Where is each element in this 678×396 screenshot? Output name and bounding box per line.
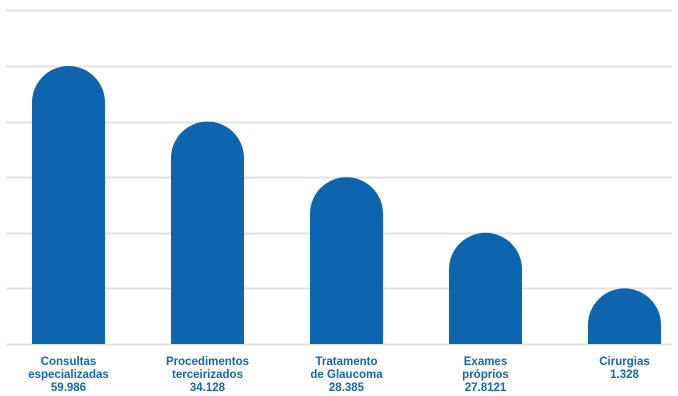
category-label-line: terceirizados bbox=[172, 369, 243, 381]
bar bbox=[588, 288, 661, 344]
bar bbox=[449, 232, 522, 344]
category-label-line: Consultas bbox=[40, 356, 97, 368]
category-label: Cirurgias 1.328 bbox=[565, 356, 678, 382]
category-label-line: Exames bbox=[463, 356, 508, 368]
bar-value-label: 27.8121 bbox=[464, 382, 507, 394]
category-label-line: especializadas bbox=[28, 369, 109, 381]
category-label-line: próprios bbox=[462, 369, 509, 381]
category-label-line: Cirurgias bbox=[599, 356, 650, 368]
category-label-line: Procedimentos bbox=[165, 356, 250, 368]
category-label: Procedimentos terceirizados 34.128 bbox=[148, 356, 268, 395]
category-label-line: de Glaucoma bbox=[310, 369, 383, 381]
bar-value-label: 34.128 bbox=[189, 382, 226, 394]
bar bbox=[171, 121, 244, 345]
category-label: Exames próprios 27.8121 bbox=[426, 356, 546, 395]
bar-value-label: 59.986 bbox=[50, 382, 87, 394]
bar-value-label: 1.328 bbox=[610, 369, 639, 381]
bar-value-label: 28.385 bbox=[328, 382, 365, 394]
bar bbox=[32, 66, 105, 344]
bars bbox=[32, 66, 661, 345]
category-label: Consultas especializadas 59.986 bbox=[9, 356, 129, 395]
category-label-line: Tratamento bbox=[315, 356, 378, 368]
bar bbox=[310, 177, 383, 344]
category-label: Tratamento de Glaucoma 28.385 bbox=[287, 356, 407, 395]
